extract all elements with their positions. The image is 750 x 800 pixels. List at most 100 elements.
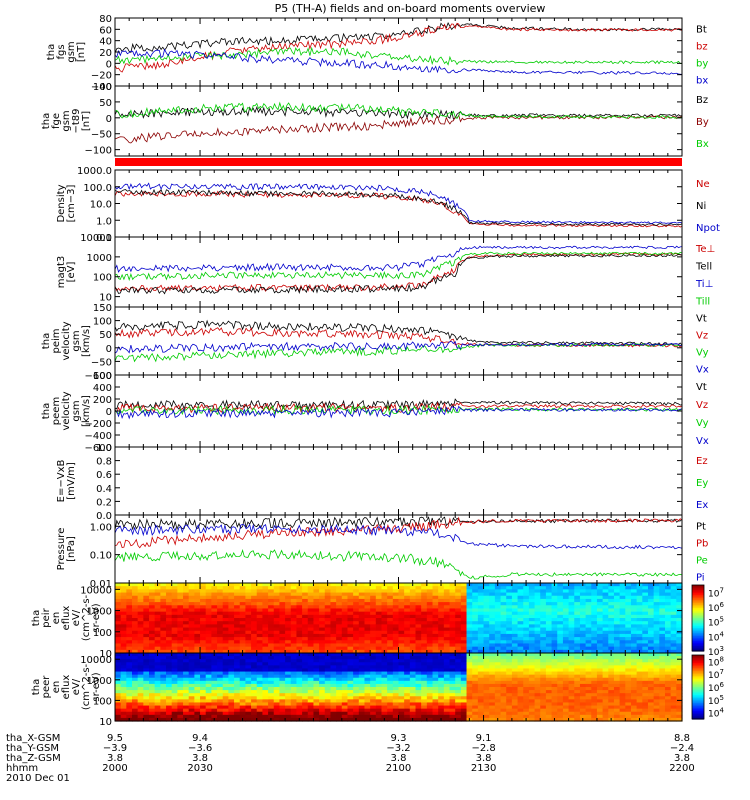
- heatmap-cell: [177, 618, 184, 622]
- heatmap-cell: [239, 662, 247, 666]
- heatmap-cell: [443, 680, 451, 685]
- heatmap-cell: [211, 640, 218, 645]
- heatmap-cell: [132, 649, 139, 654]
- heatmap-cell: [177, 611, 184, 616]
- heatmap-cell: [120, 605, 127, 610]
- heatmap-cell: [472, 717, 479, 722]
- heatmap-cell: [262, 592, 269, 597]
- heatmap-cell: [200, 586, 207, 590]
- heatmap-cell: [421, 583, 428, 587]
- heatmap-cell: [234, 595, 241, 600]
- heatmap-cell: [217, 674, 224, 679]
- heatmap-cell: [438, 586, 445, 590]
- heatmap-cell: [500, 611, 507, 616]
- heatmap-cell: [228, 643, 235, 648]
- heatmap-cell: [268, 711, 275, 716]
- heatmap-cell: [285, 717, 292, 722]
- heatmap-cell: [290, 680, 298, 685]
- heatmap-cell: [381, 656, 388, 660]
- heatmap-cell: [426, 653, 434, 657]
- heatmap-cell: [421, 714, 428, 719]
- heatmap-cell: [353, 708, 360, 713]
- heatmap-cell: [421, 690, 428, 694]
- heatmap-cell: [358, 643, 366, 648]
- heatmap-cell: [596, 627, 604, 632]
- heatmap-cell: [523, 714, 530, 719]
- heatmap-cell: [477, 598, 485, 603]
- heatmap-cell: [460, 640, 468, 645]
- heatmap-cell: [557, 614, 564, 619]
- heatmap-cell: [194, 624, 201, 629]
- heatmap-cell: [449, 656, 456, 660]
- x-ticks: [114, 447, 683, 515]
- heatmap-cell: [115, 646, 122, 651]
- heatmap-cell: [489, 627, 496, 632]
- heatmap-cell: [245, 659, 252, 663]
- heatmap-cell: [500, 711, 507, 716]
- heatmap-cell: [545, 630, 553, 635]
- heatmap-cell: [443, 586, 451, 590]
- heatmap-cell: [143, 683, 150, 688]
- heatmap-cell: [171, 708, 178, 713]
- heatmap-cell: [347, 674, 354, 679]
- heatmap-cell: [143, 674, 150, 679]
- heatmap-cell: [477, 643, 485, 648]
- heatmap-cell: [228, 656, 235, 660]
- heatmap-cell: [460, 702, 468, 707]
- heatmap-cell: [562, 614, 570, 619]
- y-tick-label: 600: [93, 371, 112, 382]
- heatmap-cell: [494, 637, 502, 641]
- heatmap-cell: [279, 668, 286, 673]
- heatmap-cell: [256, 708, 264, 713]
- heatmap-cell: [659, 624, 666, 629]
- heatmap-cell: [534, 659, 541, 663]
- heatmap-cell: [268, 598, 275, 603]
- heatmap-cell: [625, 649, 632, 654]
- heatmap-cell: [432, 583, 439, 587]
- heatmap-cell: [166, 627, 173, 632]
- heatmap-cell: [534, 693, 541, 697]
- heatmap-cell: [670, 605, 677, 610]
- heatmap-cell: [483, 605, 490, 610]
- heatmap-cell: [375, 633, 383, 638]
- heatmap-cell: [387, 630, 394, 635]
- heatmap-cell: [574, 624, 581, 629]
- heatmap-cell: [222, 665, 229, 670]
- heatmap-cell: [330, 687, 337, 691]
- heatmap-cell: [324, 680, 332, 685]
- heatmap-cell: [200, 668, 207, 673]
- heatmap-cell: [443, 605, 451, 610]
- heatmap-cell: [256, 696, 264, 700]
- heatmap-cell: [534, 702, 541, 707]
- heatmap-cell: [285, 640, 292, 645]
- heatmap-cell: [613, 633, 621, 638]
- heatmap-cell: [449, 598, 456, 603]
- heatmap-cell: [449, 714, 456, 719]
- heatmap-cell: [409, 696, 417, 700]
- heatmap-cell: [398, 702, 405, 707]
- heatmap-cell: [494, 683, 502, 688]
- legend-entry: Pb: [696, 539, 708, 550]
- heatmap-cell: [228, 627, 235, 632]
- heatmap-cell: [551, 605, 558, 610]
- heatmap-cell: [466, 693, 473, 697]
- heatmap-cell: [313, 674, 320, 679]
- heatmap-cell: [149, 677, 156, 682]
- heatmap-cell: [347, 586, 354, 590]
- heatmap-cell: [188, 624, 195, 629]
- heatmap-cell: [336, 717, 343, 722]
- heatmap-cell: [392, 662, 400, 666]
- heatmap-cell: [489, 708, 496, 713]
- heatmap-cell: [557, 687, 564, 691]
- panel-p10: 10810710610510410000100010010thapeerenef…: [31, 652, 724, 728]
- heatmap-cell: [336, 690, 343, 694]
- heatmap-cell: [545, 680, 553, 685]
- heatmap-cell: [608, 627, 615, 632]
- heatmap-cell: [574, 589, 581, 594]
- heatmap-cell: [489, 690, 496, 694]
- heatmap-cell: [489, 668, 496, 673]
- heatmap-cell: [228, 640, 235, 645]
- heatmap-cell: [217, 614, 224, 619]
- heatmap-cell: [358, 586, 366, 590]
